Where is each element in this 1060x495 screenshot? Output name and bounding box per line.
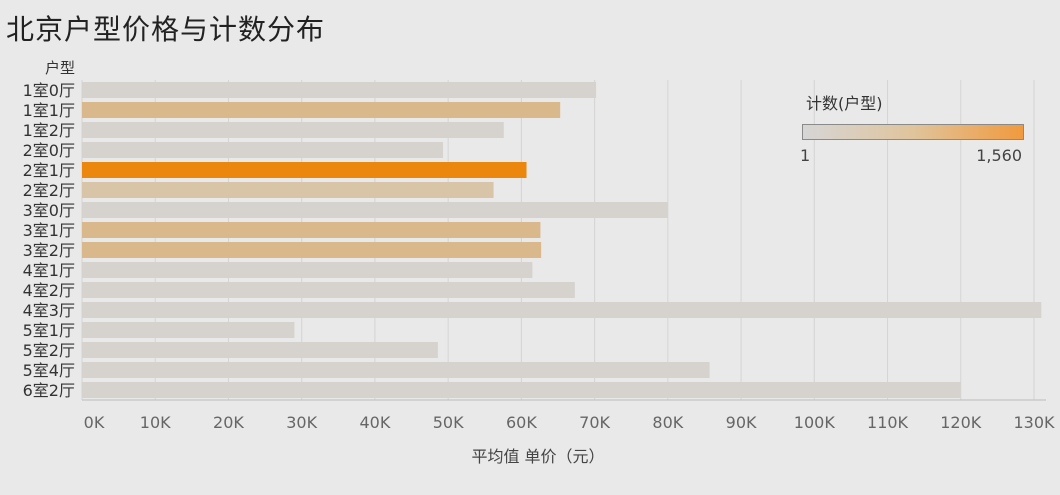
legend-title: 计数(户型) [806, 94, 883, 113]
bar-1室1厅 [82, 102, 561, 118]
x-tick-label: 110K [867, 413, 909, 432]
bar-4室1厅 [82, 262, 533, 278]
x-tick-label: 100K [794, 413, 836, 432]
x-tick-label: 30K [286, 413, 317, 432]
category-label: 1室0厅 [23, 81, 75, 100]
category-label: 6室2厅 [23, 381, 75, 400]
legend-gradient-bar [802, 124, 1024, 140]
bar-4室3厅 [82, 302, 1042, 318]
x-tick-label: 70K [579, 413, 610, 432]
bar-2室0厅 [82, 142, 444, 158]
category-label: 2室2厅 [23, 181, 75, 200]
category-label: 3室2厅 [23, 241, 75, 260]
bar-3室2厅 [82, 242, 542, 258]
bar-5室4厅 [82, 362, 710, 378]
legend-max-label: 1,560 [976, 146, 1022, 165]
x-axis-title: 平均值 单价（元） [471, 447, 604, 466]
x-tick-label: 130K [1013, 413, 1055, 432]
bar-6室2厅 [82, 382, 961, 398]
x-tick-label: 60K [506, 413, 537, 432]
x-tick-label: 20K [213, 413, 244, 432]
bar-2室2厅 [82, 182, 494, 198]
bar-1室2厅 [82, 122, 504, 138]
legend-min-label: 1 [800, 146, 811, 165]
bar-1室0厅 [82, 82, 597, 98]
category-label: 5室1厅 [23, 321, 75, 340]
x-tick-label: 40K [359, 413, 390, 432]
category-label: 5室2厅 [23, 341, 75, 360]
color-legend: 计数(户型) 1 1,560 [800, 78, 1032, 174]
category-label: 1室2厅 [23, 121, 75, 140]
chart-title: 北京户型价格与计数分布 [6, 13, 326, 46]
category-label: 2室1厅 [23, 161, 75, 180]
category-label: 5室4厅 [23, 361, 75, 380]
bar-5室1厅 [82, 322, 295, 338]
category-label: 3室0厅 [23, 201, 75, 220]
x-tick-label: 0K [84, 413, 105, 432]
y-axis-header: 户型 [45, 59, 75, 77]
x-tick-label: 80K [652, 413, 683, 432]
category-label: 4室1厅 [23, 261, 75, 280]
category-label: 3室1厅 [23, 221, 75, 240]
x-tick-label: 120K [940, 413, 982, 432]
bar-4室2厅 [82, 282, 575, 298]
bar-3室1厅 [82, 222, 541, 238]
x-tick-label: 10K [140, 413, 171, 432]
category-label: 4室2厅 [23, 281, 75, 300]
bar-3室0厅 [82, 202, 668, 218]
category-label: 4室3厅 [23, 301, 75, 320]
x-tick-label: 90K [726, 413, 757, 432]
bar-5室2厅 [82, 342, 438, 358]
category-label: 1室1厅 [23, 101, 75, 120]
x-tick-label: 50K [433, 413, 464, 432]
bar-2室1厅 [82, 162, 527, 178]
category-label: 2室0厅 [23, 141, 75, 160]
